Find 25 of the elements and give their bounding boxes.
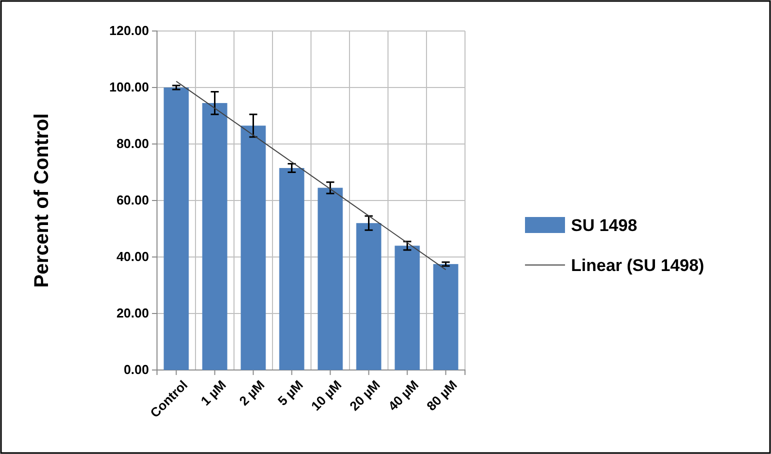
y-tick-label: 80.00 [116,136,149,152]
y-tick-label: 100.00 [109,80,149,95]
bar [356,223,382,370]
bar [240,126,266,370]
bar [164,88,189,370]
x-tick-label: 1 µM [198,377,229,409]
bar [318,188,343,370]
x-tick-label: 2 µM [236,377,268,409]
legend-label: SU 1498 [571,216,638,235]
bar [394,246,420,370]
x-tick-label: 5 µM [274,377,306,409]
bar [279,168,304,370]
legend-label: Linear (SU 1498) [571,256,704,275]
x-tick-label: 40 µM [385,377,422,414]
bar [433,264,458,370]
x-tick-label: 80 µM [424,377,460,414]
y-tick-label: 40.00 [116,249,149,264]
x-tick-label: 10 µM [308,377,344,414]
y-tick-label: 60.00 [116,192,149,208]
bar [202,103,228,370]
x-tick-label: 20 µM [346,377,383,414]
y-tick-label: 120.00 [109,23,149,38]
y-axis-title: Percent of Control [31,113,53,288]
y-tick-label: 0.00 [124,362,149,378]
y-tick-label: 20.00 [116,306,149,321]
